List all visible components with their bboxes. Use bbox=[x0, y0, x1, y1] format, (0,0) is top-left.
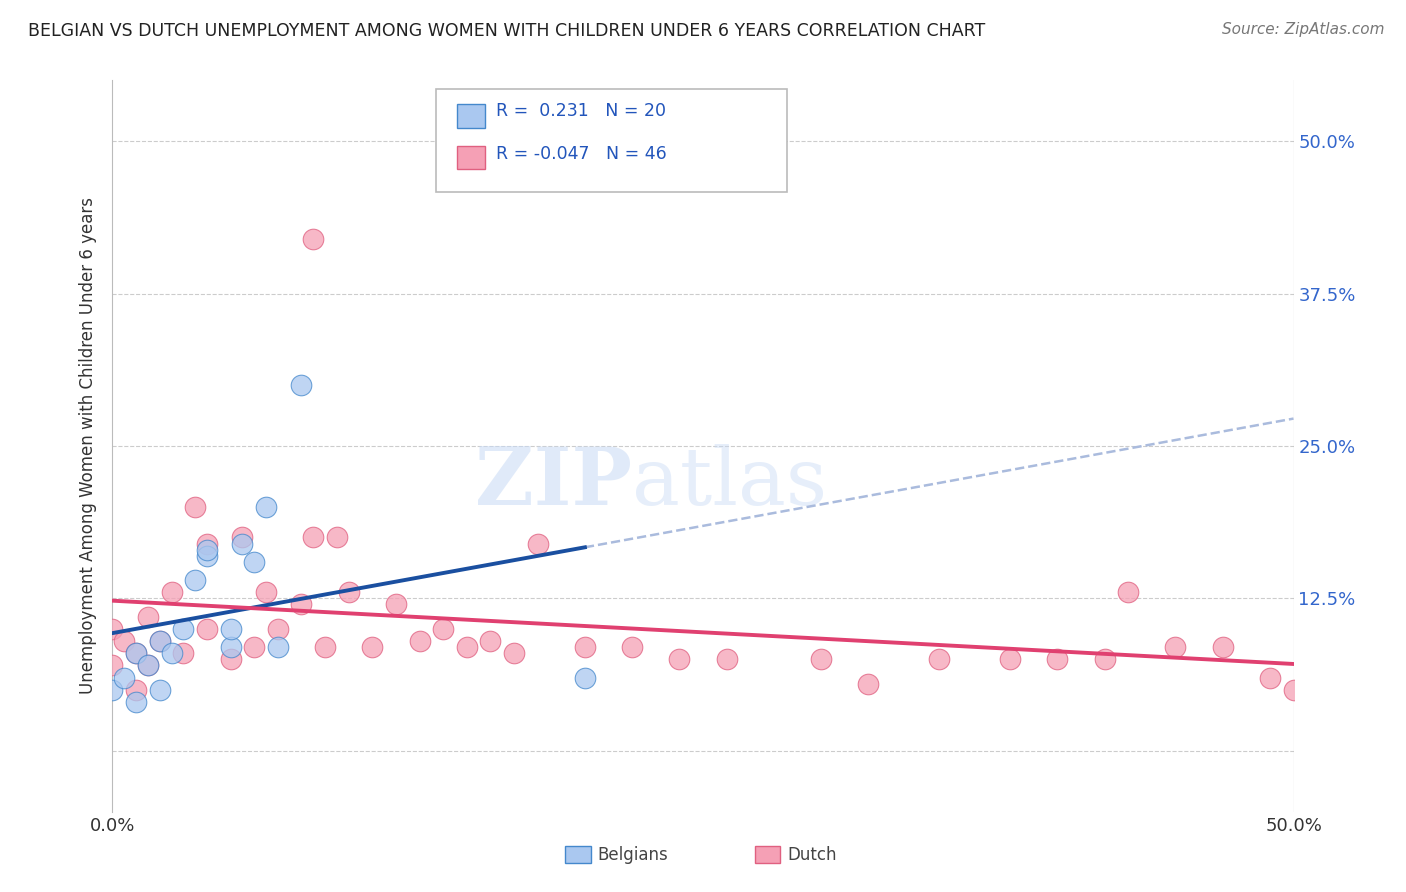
Point bbox=[810, 652, 832, 666]
Point bbox=[526, 536, 548, 550]
Point bbox=[302, 530, 325, 544]
Point bbox=[1164, 640, 1187, 655]
Text: Source: ZipAtlas.com: Source: ZipAtlas.com bbox=[1222, 22, 1385, 37]
Point bbox=[267, 640, 290, 655]
Point bbox=[337, 585, 360, 599]
Point bbox=[101, 658, 124, 673]
Point bbox=[267, 622, 290, 636]
Point bbox=[361, 640, 384, 655]
Point bbox=[503, 646, 526, 660]
Point bbox=[456, 640, 478, 655]
Point bbox=[195, 622, 218, 636]
Point bbox=[574, 671, 596, 685]
Point bbox=[112, 634, 135, 648]
Point bbox=[668, 652, 690, 666]
Point bbox=[408, 634, 430, 648]
Point bbox=[231, 530, 253, 544]
Point bbox=[1116, 585, 1139, 599]
Point bbox=[160, 585, 183, 599]
Point bbox=[326, 530, 349, 544]
Text: R =  0.231   N = 20: R = 0.231 N = 20 bbox=[496, 103, 666, 120]
Point bbox=[172, 622, 194, 636]
Point bbox=[195, 536, 218, 550]
Point bbox=[184, 573, 207, 587]
Point bbox=[101, 622, 124, 636]
Point bbox=[1046, 652, 1069, 666]
Point bbox=[1258, 671, 1281, 685]
Y-axis label: Unemployment Among Women with Children Under 6 years: Unemployment Among Women with Children U… bbox=[79, 197, 97, 695]
Point bbox=[184, 500, 207, 514]
Point bbox=[290, 378, 312, 392]
Point bbox=[302, 232, 325, 246]
Point bbox=[219, 652, 242, 666]
Point bbox=[125, 682, 148, 697]
Point bbox=[136, 658, 159, 673]
Point bbox=[125, 646, 148, 660]
Point bbox=[149, 634, 172, 648]
Point bbox=[112, 671, 135, 685]
Point bbox=[1212, 640, 1234, 655]
Point bbox=[149, 634, 172, 648]
Point bbox=[149, 682, 172, 697]
Point bbox=[1094, 652, 1116, 666]
Point bbox=[101, 682, 124, 697]
Point bbox=[479, 634, 502, 648]
Text: Dutch: Dutch bbox=[787, 846, 837, 863]
Point bbox=[243, 640, 266, 655]
Point bbox=[1282, 682, 1305, 697]
Point bbox=[621, 640, 644, 655]
Text: R = -0.047   N = 46: R = -0.047 N = 46 bbox=[496, 145, 666, 163]
Point bbox=[314, 640, 336, 655]
Point bbox=[219, 640, 242, 655]
Text: Belgians: Belgians bbox=[598, 846, 668, 863]
Point bbox=[716, 652, 738, 666]
Point bbox=[219, 622, 242, 636]
Point bbox=[136, 658, 159, 673]
Point bbox=[136, 609, 159, 624]
Text: atlas: atlas bbox=[633, 443, 827, 522]
Point bbox=[125, 695, 148, 709]
Point bbox=[290, 598, 312, 612]
Point bbox=[998, 652, 1021, 666]
Point bbox=[125, 646, 148, 660]
Point bbox=[243, 555, 266, 569]
Point bbox=[172, 646, 194, 660]
Text: ZIP: ZIP bbox=[475, 443, 633, 522]
Point bbox=[195, 549, 218, 563]
Point bbox=[254, 500, 277, 514]
Point bbox=[432, 622, 454, 636]
Text: BELGIAN VS DUTCH UNEMPLOYMENT AMONG WOMEN WITH CHILDREN UNDER 6 YEARS CORRELATIO: BELGIAN VS DUTCH UNEMPLOYMENT AMONG WOME… bbox=[28, 22, 986, 40]
Point bbox=[928, 652, 950, 666]
Point bbox=[574, 640, 596, 655]
Point bbox=[858, 677, 880, 691]
Point bbox=[254, 585, 277, 599]
Point bbox=[231, 536, 253, 550]
Point bbox=[385, 598, 408, 612]
Point bbox=[160, 646, 183, 660]
Point bbox=[195, 542, 218, 557]
